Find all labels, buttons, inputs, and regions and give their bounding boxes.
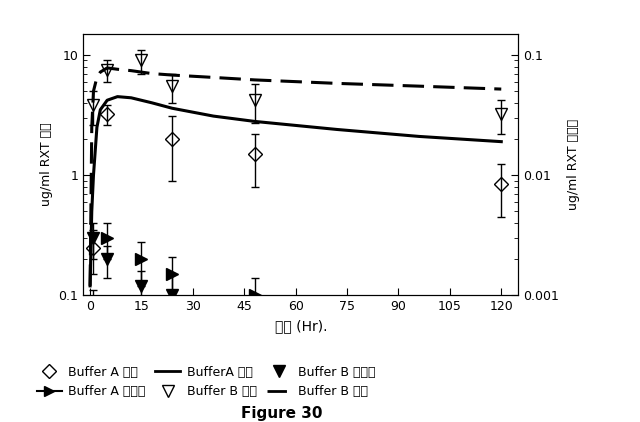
Y-axis label: ug/ml RXT リンパ: ug/ml RXT リンパ bbox=[568, 119, 580, 210]
Y-axis label: ug/ml RXT 血獏: ug/ml RXT 血獏 bbox=[40, 123, 53, 206]
X-axis label: 時間 (Hr).: 時間 (Hr). bbox=[275, 319, 327, 333]
Legend: Buffer A 血獏, Buffer A リンパ, BufferA 適合, Buffer B 血獏, Buffer B リンパ, Buffer B 適合: Buffer A 血獏, Buffer A リンパ, BufferA 適合, B… bbox=[32, 361, 380, 403]
Text: Figure 30: Figure 30 bbox=[241, 406, 323, 421]
